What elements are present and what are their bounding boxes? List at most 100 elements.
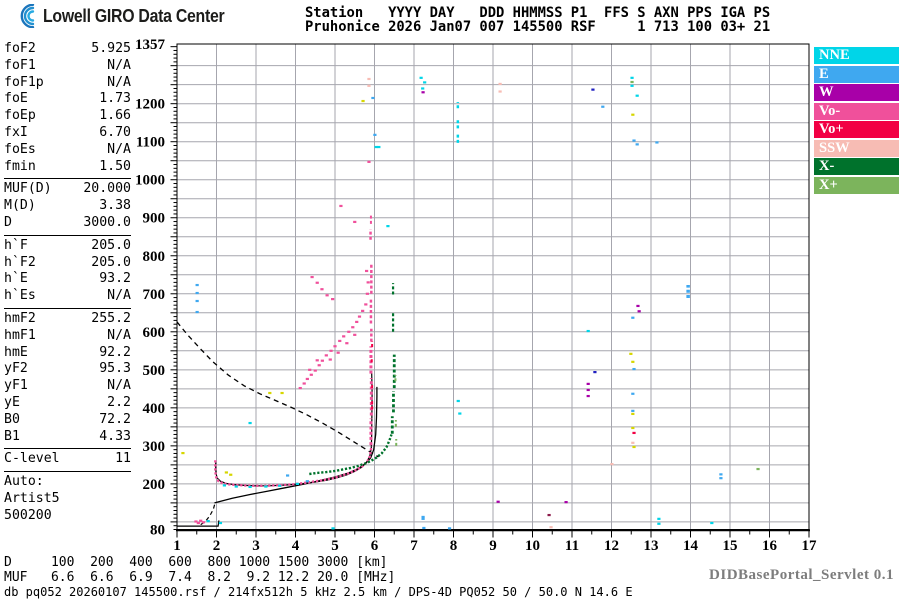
echo-dot [549, 526, 553, 529]
echo-dot [710, 521, 714, 525]
echo-dot [357, 315, 362, 318]
echo-dot [636, 304, 640, 308]
parameter-label: foEp [4, 108, 36, 124]
x-trace [309, 434, 393, 476]
parameter-label: foF1p [4, 74, 44, 90]
echo-dot [364, 303, 368, 306]
parameter-row: foF1 N/A [4, 58, 131, 75]
logo: Lowell GIRO Data Center [8, 4, 249, 28]
parameter-label: h`Es [4, 288, 36, 304]
echo-dot [586, 394, 590, 398]
echo-dot [632, 431, 636, 435]
parameter-row: yF2 95.3 [4, 361, 131, 378]
echo-dot [419, 76, 423, 79]
echo-dot [367, 77, 371, 81]
logo-text: Lowell GIRO Data Center [43, 5, 225, 26]
parameter-label: 500200 [4, 507, 52, 523]
parameter-row: B1 4.33 [4, 429, 131, 446]
echo-dot [422, 526, 426, 530]
echo-dot [331, 298, 335, 301]
parameter-label: foEs [4, 141, 36, 157]
parameter-row: yE 2.2 [4, 395, 131, 412]
parameter-row: MUF(D) 20.000 [4, 181, 131, 198]
echo-dot [365, 269, 369, 273]
parameter-label: fmin [4, 158, 36, 174]
x-axis-label: 14 [683, 538, 699, 554]
echo-dot [248, 485, 252, 489]
parameter-row: D 3000.0 [4, 215, 131, 232]
parameter-row: hmF1 N/A [4, 328, 131, 345]
parameter-value: 3.38 [99, 198, 131, 214]
y-axis-label: 900 [143, 211, 166, 227]
echo-dot [719, 473, 723, 476]
x-axis-label: 1 [173, 538, 181, 554]
echo-dot [423, 81, 427, 84]
parameter-label: h`F2 [4, 254, 36, 270]
servlet-watermark: DIDBasePortal_Servlet 0.1 [709, 567, 894, 583]
parameter-label: Artist5 [4, 490, 60, 506]
parameter-label: hmF1 [4, 327, 36, 343]
station-header-row: Station YYYY DAY DDD HHMMSS P1 FFS S AXN… [305, 5, 771, 21]
parameter-value: 95.3 [99, 361, 131, 377]
echo-dot [345, 342, 349, 345]
parameter-row: B0 72.2 [4, 412, 131, 429]
echo-dot [229, 473, 233, 476]
muf-distance-table: D 100 200 400 600 800 1000 1500 3000 [km… [4, 555, 395, 585]
x-axis-label: 17 [802, 538, 818, 554]
echo-dot [361, 99, 365, 103]
parameter-label: fxI [4, 124, 28, 140]
legend-item-X+: X+ [814, 176, 899, 194]
parameter-label: yF2 [4, 361, 28, 377]
y-axis-label: 600 [143, 325, 166, 341]
parameter-label: D [4, 214, 12, 230]
parameter-row: foE 1.73 [4, 91, 131, 108]
parameter-value: 5.925 [91, 41, 131, 56]
parameter-value: 205.0 [91, 254, 131, 270]
echo-dot [367, 160, 371, 163]
echo-dot [295, 482, 300, 485]
parameter-row: C-level 11 [4, 451, 131, 468]
echo-dot [195, 299, 199, 303]
x-axis-label: 13 [644, 538, 659, 554]
echo-dot [601, 105, 605, 108]
echo-dot [547, 513, 551, 517]
legend-item-NNE: NNE [814, 47, 899, 64]
echo-dot [630, 84, 634, 87]
echo-dot [302, 382, 306, 385]
parameter-row: foF1p N/A [4, 75, 131, 92]
echo-dot [181, 451, 185, 455]
echo-dot [496, 500, 500, 503]
parameter-row: foEp 1.66 [4, 108, 131, 125]
echo-dot [631, 426, 635, 430]
parameter-label: hmE [4, 344, 28, 360]
parameter-value: N/A [107, 327, 131, 343]
parameter-value: N/A [107, 141, 131, 157]
parameter-label: B0 [4, 411, 20, 427]
parameter-row: 500200 [4, 508, 131, 525]
parameter-row: fxI 6.70 [4, 125, 131, 142]
x-axis-label: 8 [450, 538, 458, 554]
x-axis-label: 3 [252, 538, 260, 554]
echo-dot [222, 484, 226, 487]
echo-dot [317, 364, 321, 367]
echo-dot [631, 441, 635, 444]
parameter-row: fmin 1.50 [4, 159, 131, 176]
parameter-separator [4, 471, 131, 473]
echo-direction-legend: NNE E W Vo- Vo+ SSW X- X+ [814, 47, 899, 195]
echo-dot [268, 391, 272, 395]
parameter-value: 2.2 [107, 394, 131, 410]
echo-dot [386, 225, 390, 228]
x-axis-label: 6 [371, 538, 379, 554]
echo-dot [374, 145, 378, 149]
echo-dot [637, 310, 641, 313]
parameter-value: 4.33 [99, 428, 131, 444]
echo-dot [657, 517, 661, 520]
x-axis-label: 15 [723, 538, 738, 554]
giro-logo-icon [20, 4, 35, 28]
y-axis-label: 200 [143, 477, 166, 493]
echo-dot [218, 521, 223, 525]
parameter-separator [4, 307, 131, 309]
echo-dot [206, 520, 210, 523]
legend-item-SSW: SSW [814, 139, 899, 157]
y-axis-label: 1200 [135, 97, 165, 113]
